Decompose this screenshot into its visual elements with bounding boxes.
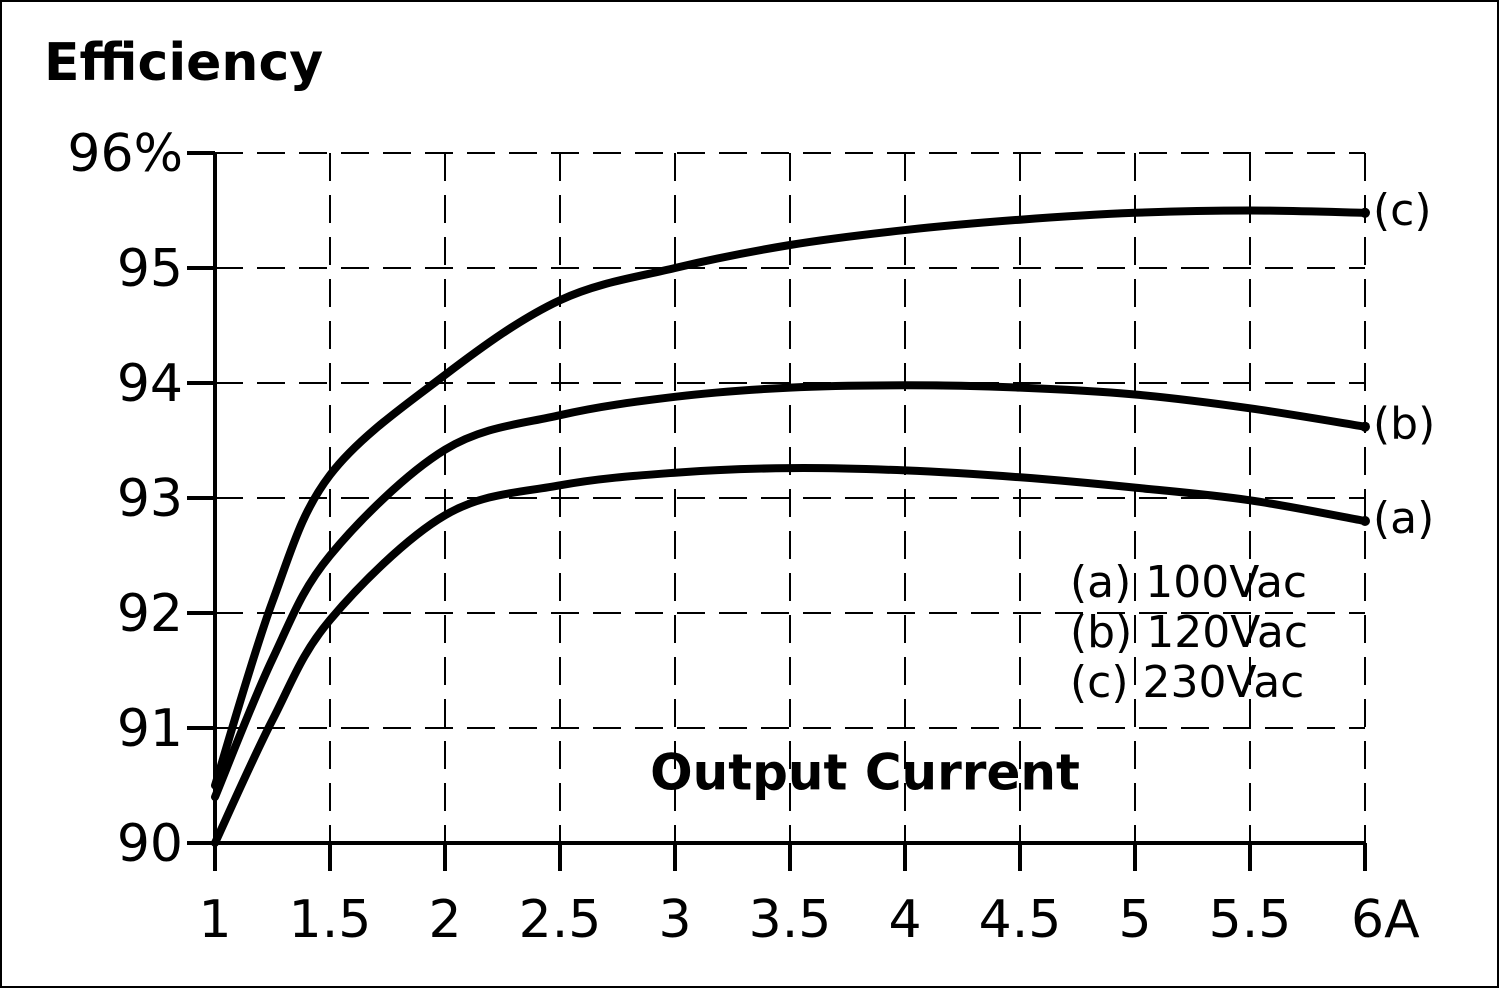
series-end-label: (b) (1373, 399, 1435, 450)
legend-text: 100Vac (1145, 557, 1307, 608)
series-line (211, 464, 1369, 847)
x-tick-label: 1.5 (289, 890, 372, 950)
x-tick-label: 5.5 (1209, 890, 1292, 950)
y-tick-label: 93 (117, 469, 183, 529)
legend-entry: (c) 230Vac (1070, 657, 1304, 708)
legend-entry: (b) 120Vac (1070, 607, 1308, 658)
series-line (211, 206, 1369, 790)
chart-title: Efficiency (44, 33, 323, 93)
series-line (211, 381, 1369, 801)
x-tick-label: 5 (1118, 890, 1151, 950)
y-tick-label: 92 (117, 584, 183, 644)
series-end-label: (c) (1373, 185, 1432, 236)
x-tick-label: 2.5 (519, 890, 602, 950)
x-tick-label: 1 (198, 890, 231, 950)
end-dot (1360, 421, 1370, 432)
x-tick-label: 2 (428, 890, 461, 950)
legend-key: (c) (1070, 657, 1129, 708)
y-tick-label: 96% (67, 124, 183, 184)
legend-text: 230Vac (1143, 657, 1305, 708)
x-axis-label: Output Current (650, 744, 1080, 802)
legend-entry: (a) 100Vac (1070, 557, 1307, 608)
end-dot (1360, 207, 1370, 218)
y-tick-label: 91 (117, 699, 183, 759)
x-tick-label: 3.5 (749, 890, 832, 950)
series-end-label: (a) (1373, 493, 1434, 544)
x-tick-label: 6A (1351, 890, 1420, 950)
end-dot (1360, 516, 1370, 526)
legend-key: (a) (1070, 557, 1131, 608)
y-tick-label: 90 (117, 814, 183, 874)
legend-text: 120Vac (1146, 607, 1308, 658)
legend-key: (b) (1070, 607, 1132, 658)
x-tick-label: 3 (658, 890, 691, 950)
y-tick-label: 95 (117, 239, 183, 299)
x-tick-label: 4 (888, 890, 921, 950)
y-tick-label: 94 (117, 354, 183, 414)
x-tick-label: 4.5 (979, 890, 1062, 950)
